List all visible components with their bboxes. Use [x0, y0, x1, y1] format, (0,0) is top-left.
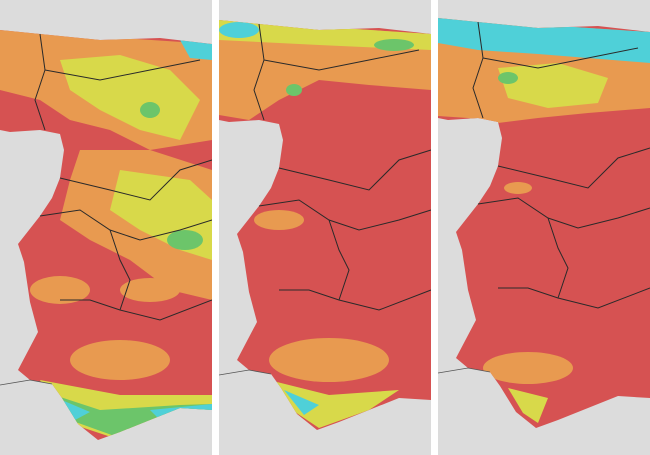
patch — [498, 72, 518, 84]
patch — [508, 388, 548, 423]
region-border — [34, 33, 212, 321]
coastline — [218, 369, 272, 376]
patch — [120, 278, 180, 302]
patch — [180, 40, 212, 60]
patch — [140, 102, 160, 118]
region-border — [253, 23, 432, 311]
patch — [504, 182, 532, 194]
map-panel — [218, 0, 432, 455]
patch — [70, 340, 170, 380]
region-border — [472, 21, 650, 309]
coastline — [0, 379, 53, 386]
patch — [60, 55, 200, 140]
patch — [269, 338, 389, 382]
patch — [269, 380, 399, 428]
panel-gap — [431, 0, 438, 455]
patch — [30, 276, 90, 304]
patch — [284, 390, 319, 415]
patch — [219, 22, 259, 38]
patch — [167, 230, 203, 250]
patch — [438, 18, 650, 63]
panel-gap — [212, 0, 219, 455]
patch — [374, 39, 414, 51]
map-panel — [0, 0, 212, 455]
anomaly-patches — [438, 18, 650, 423]
patch — [286, 84, 302, 96]
map-panel — [437, 0, 650, 455]
patch — [254, 210, 304, 230]
patch — [483, 352, 573, 384]
anomaly-patches — [219, 20, 431, 428]
coastline — [437, 367, 491, 374]
patch — [498, 63, 608, 108]
